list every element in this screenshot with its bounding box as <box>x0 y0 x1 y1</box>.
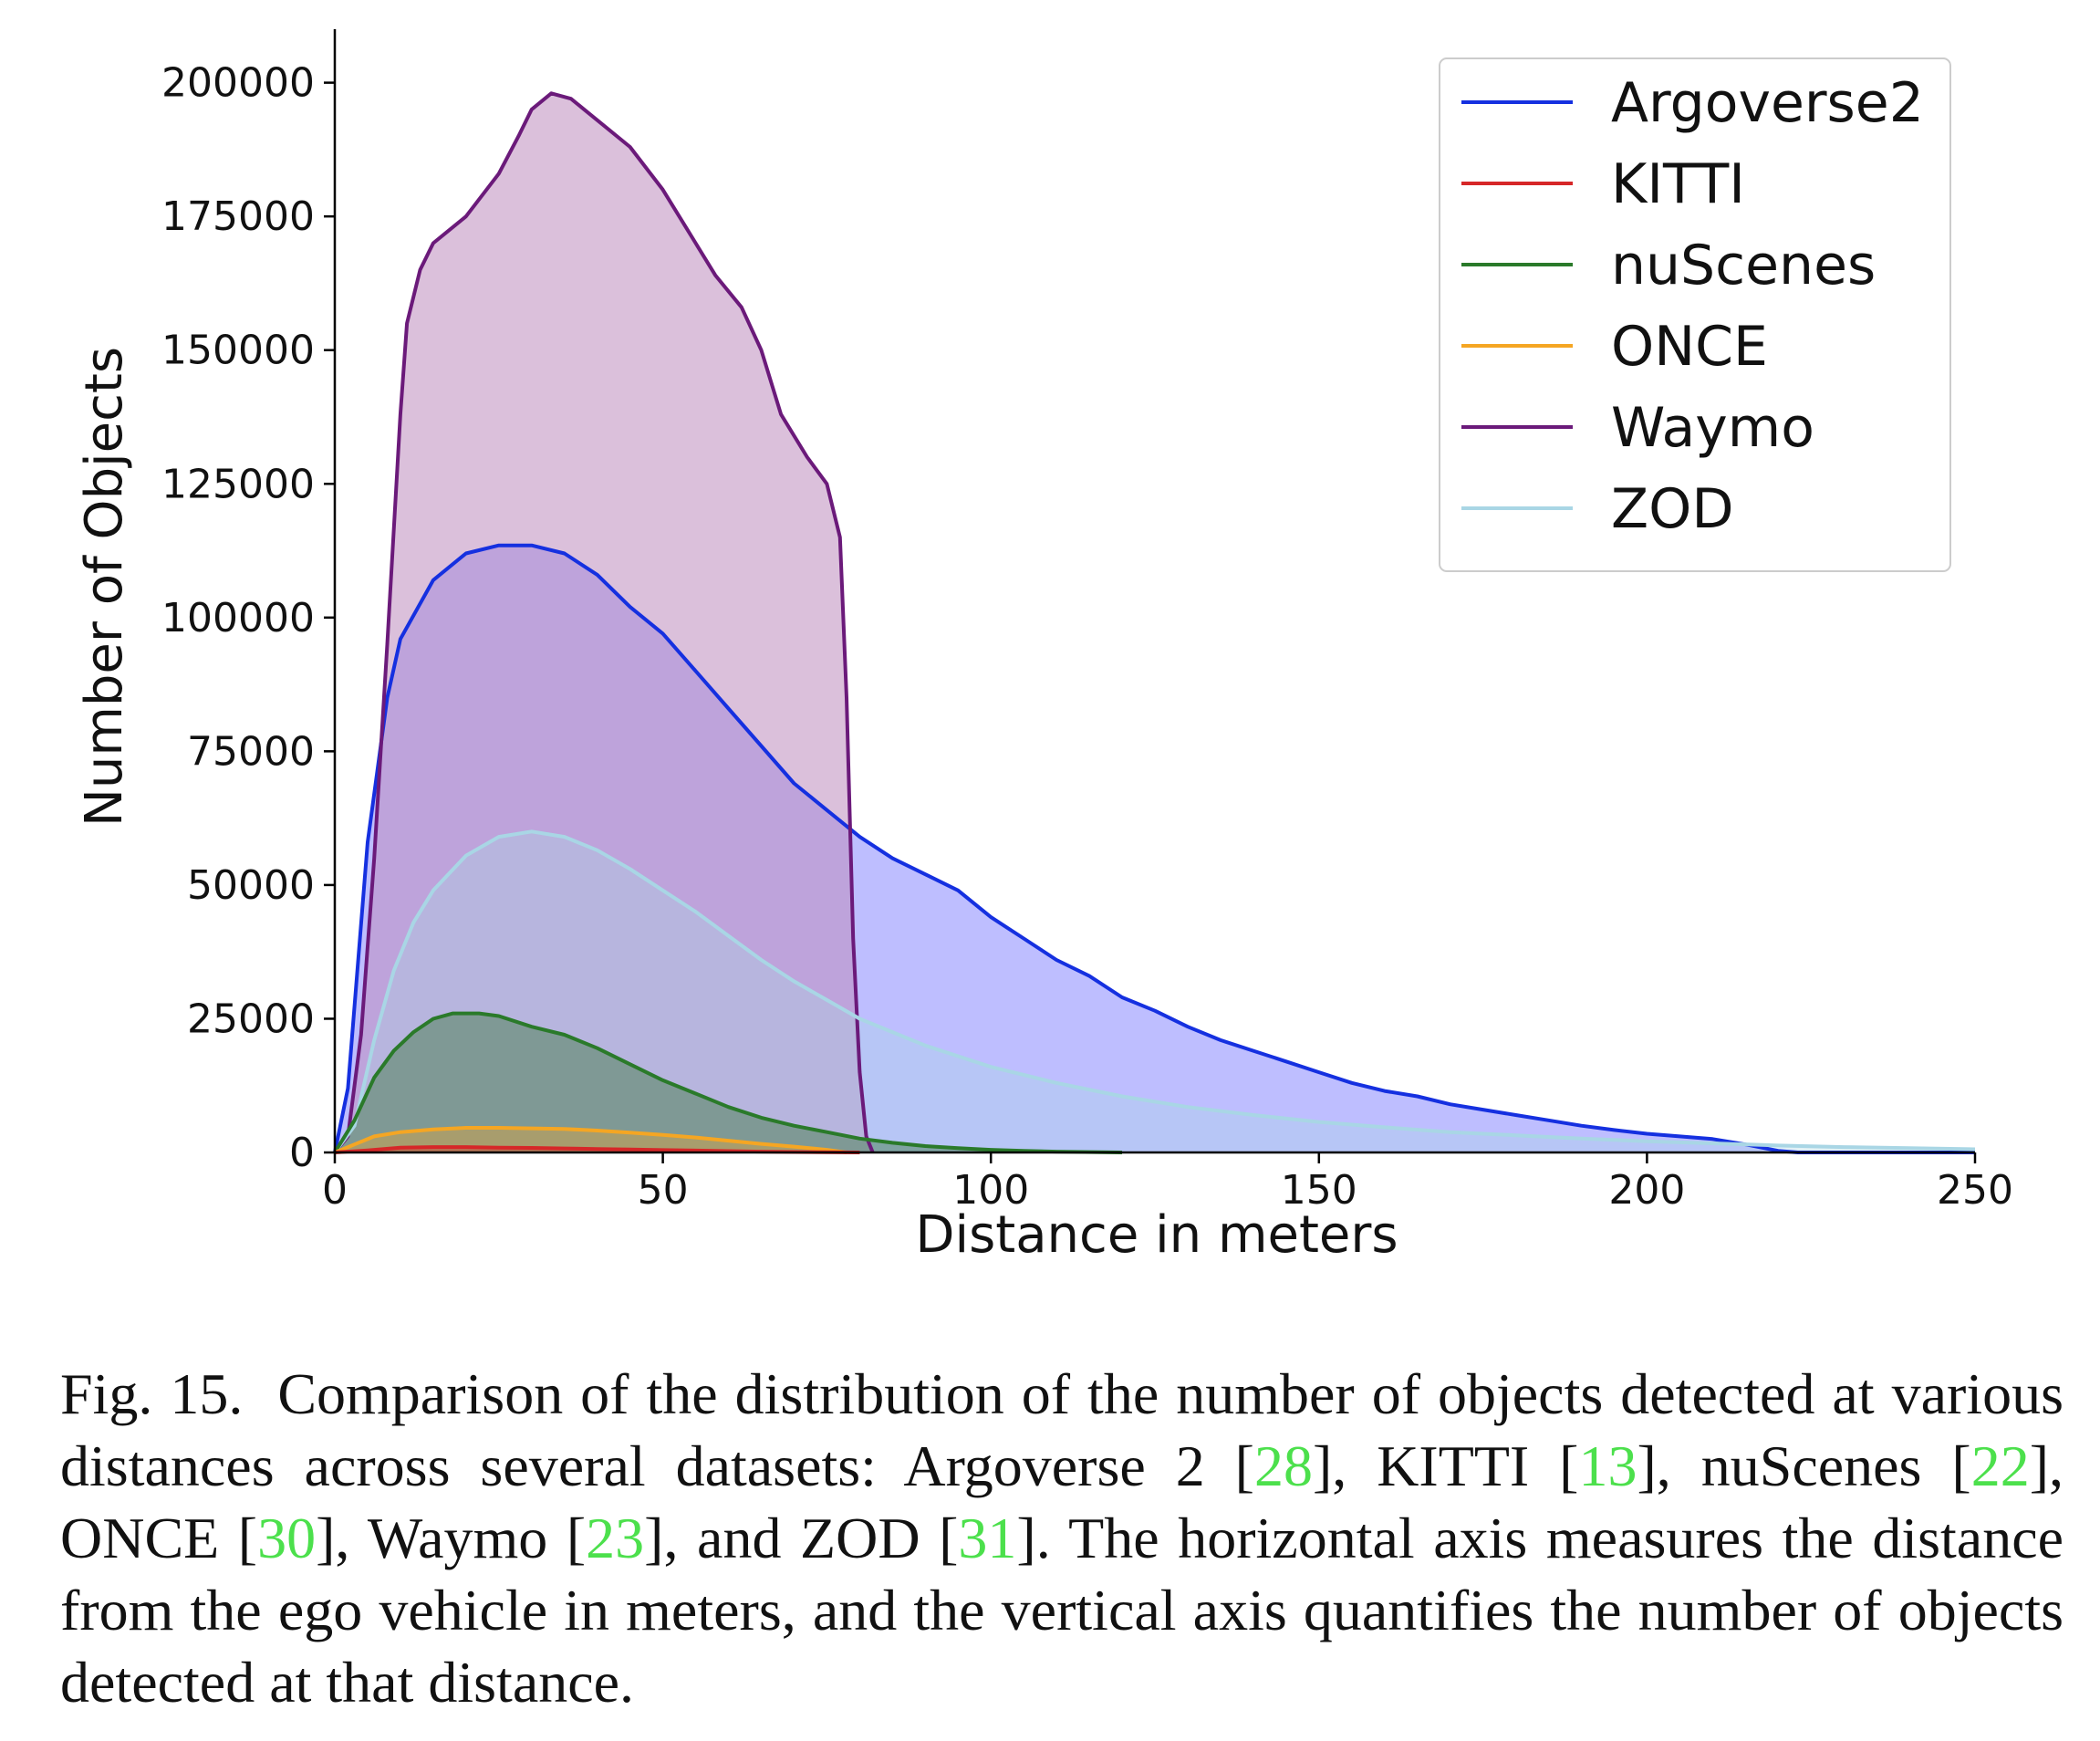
x-tick-label: 150 <box>1281 1167 1357 1214</box>
legend: Argoverse2 KITTI nuScenes ONCE Waymo ZOD <box>1439 57 1951 572</box>
citation-link[interactable]: 30 <box>257 1506 317 1570</box>
area-waymo <box>335 93 873 1152</box>
legend-frame <box>1439 57 1951 572</box>
y-tick-label: 100000 <box>161 595 315 641</box>
citation-link[interactable]: 31 <box>958 1506 1017 1570</box>
y-tick-label: 75000 <box>187 728 315 775</box>
caption-text: ], Waymo [ <box>316 1506 587 1570</box>
y-tick-label: 50000 <box>187 862 315 909</box>
x-axis-title: Distance in meters <box>915 1205 1398 1265</box>
legend-label-zod: ZOD <box>1611 477 1734 541</box>
citation-link[interactable]: 13 <box>1578 1433 1637 1498</box>
figure-caption: Fig. 15. Comparison of the distribution … <box>60 1358 2064 1718</box>
caption-text: Comparison of the distribution of the nu… <box>60 1361 2064 1498</box>
x-tick-label: 0 <box>322 1167 348 1214</box>
line-nuscenes <box>333 1011 1123 1154</box>
caption-text: ]. The horizontal axis measures the dist… <box>60 1506 2064 1715</box>
caption-text: ], KITTI [ <box>1312 1433 1579 1498</box>
series-lines <box>333 91 1976 1154</box>
y-tick-label: 25000 <box>187 996 315 1042</box>
series-areas <box>335 93 1975 1152</box>
caption-text: ], nuScenes [ <box>1637 1433 1971 1498</box>
line-argoverse2 <box>333 543 1975 1154</box>
distance-distribution-chart: 0 50 100 150 200 250 0 25000 50000 75000 100000 125… <box>75 29 2013 1265</box>
legend-label-argoverse2: Argoverse2 <box>1611 71 1924 135</box>
x-tick-label: 50 <box>638 1167 689 1214</box>
area-nuscenes <box>335 1013 1122 1152</box>
caption-label: Fig. 15. <box>60 1361 244 1426</box>
caption-text: ], and ZOD [ <box>644 1506 959 1570</box>
legend-label-waymo: Waymo <box>1611 396 1814 460</box>
area-zod <box>335 831 1975 1152</box>
x-tick-label: 100 <box>952 1167 1029 1214</box>
y-tick-label: 0 <box>289 1130 315 1176</box>
line-waymo <box>333 91 875 1154</box>
x-tick-label: 250 <box>1937 1167 2013 1214</box>
y-tick-label: 175000 <box>161 193 315 240</box>
y-tick-label: 150000 <box>161 328 315 374</box>
y-tick-label: 125000 <box>161 461 315 507</box>
legend-label-nuscenes: nuScenes <box>1611 234 1876 297</box>
y-tick-label: 200000 <box>161 60 315 107</box>
citation-link[interactable]: 28 <box>1253 1433 1313 1498</box>
x-tick-label: 200 <box>1608 1167 1685 1214</box>
citation-link[interactable]: 23 <box>586 1506 645 1570</box>
caption-text: ], ONCE [ <box>60 1433 2064 1570</box>
legend-label-once: ONCE <box>1611 315 1768 379</box>
axis-ticks: 0 50 100 150 200 250 0 25000 50000 75000 100000 125… <box>161 60 2013 1214</box>
line-zod <box>333 829 1976 1154</box>
citation-link[interactable]: 22 <box>1970 1433 2030 1498</box>
y-axis-title: Number of Objects <box>75 347 134 827</box>
legend-label-kitti: KITTI <box>1611 152 1745 216</box>
line-once <box>334 1126 847 1154</box>
